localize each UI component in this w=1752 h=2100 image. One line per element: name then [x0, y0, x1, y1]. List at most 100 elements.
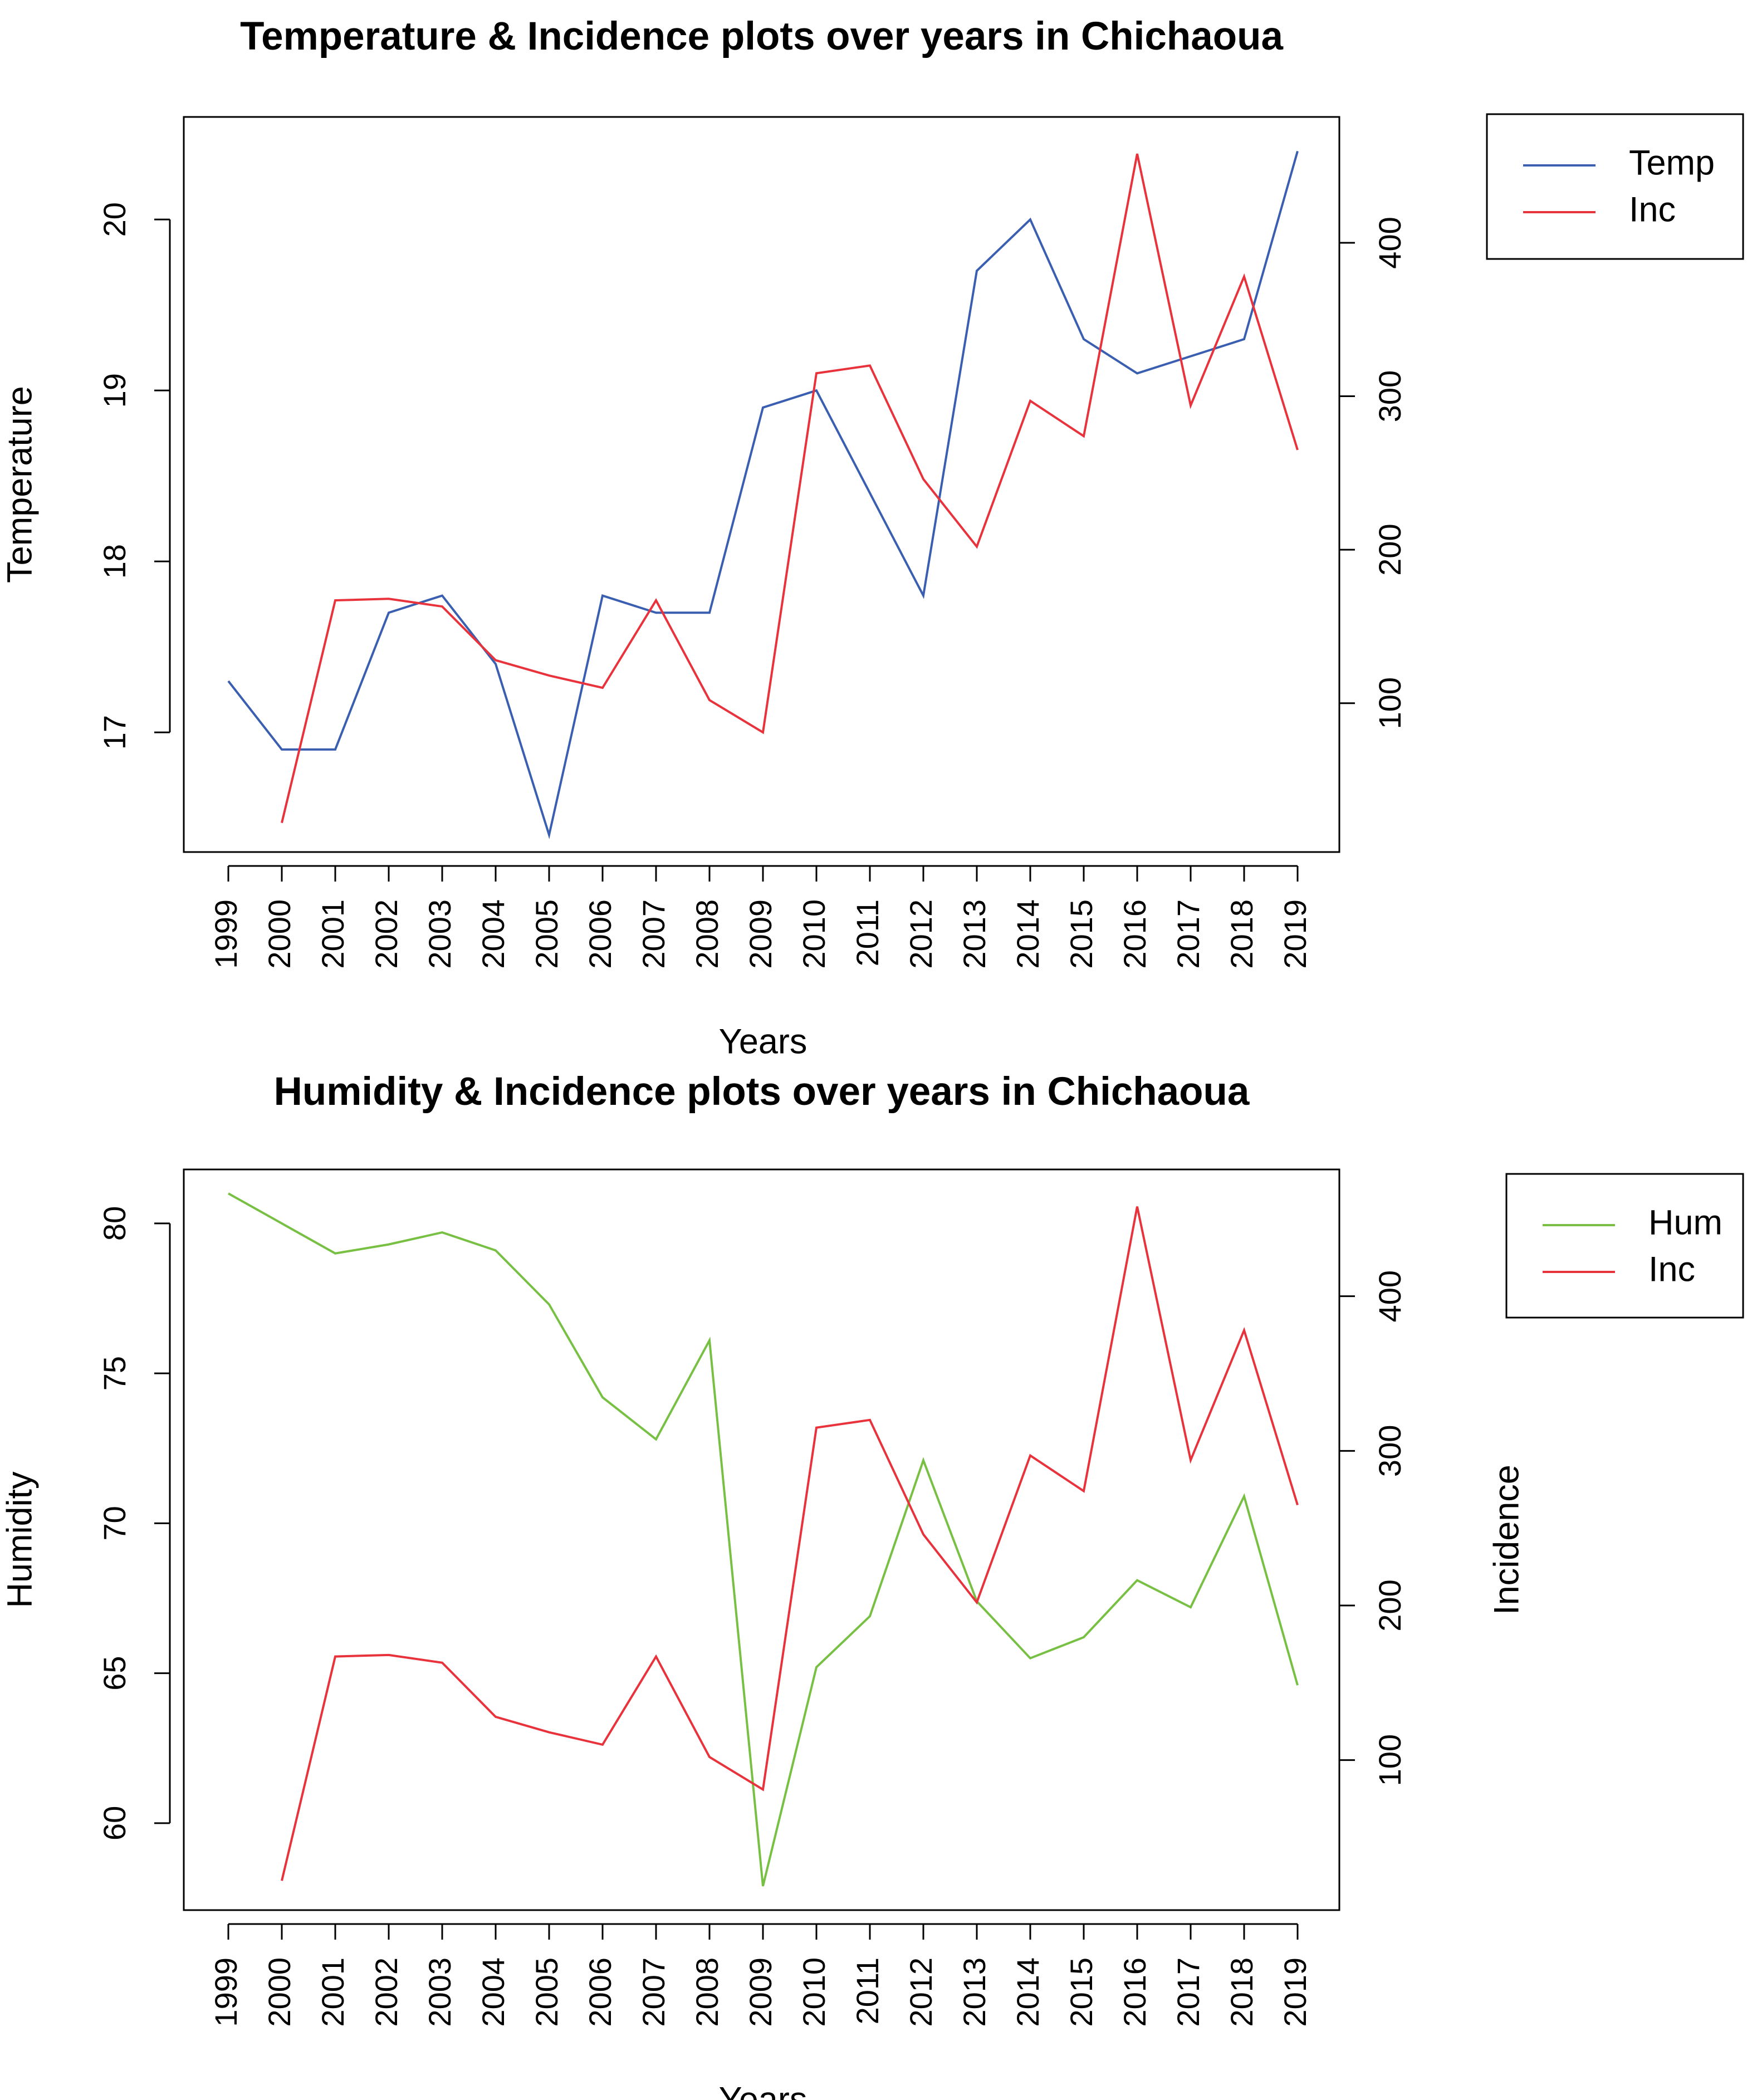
data-point-inc — [762, 732, 764, 733]
y2-axis-label: Incidence — [1487, 1465, 1526, 1615]
x-tick-label: 2012 — [903, 899, 938, 969]
x-tick-label: 2002 — [369, 899, 404, 969]
data-point-inc — [388, 1654, 389, 1656]
data-point-inc — [816, 373, 817, 374]
data-point-inc — [869, 365, 870, 366]
x-tick-label: 2017 — [1171, 899, 1206, 969]
data-point-temp — [709, 612, 710, 613]
data-point-temp — [1083, 339, 1084, 340]
data-point-inc — [281, 1880, 282, 1881]
data-point-temp — [816, 390, 817, 391]
y2-tick-label: 200 — [1372, 523, 1407, 575]
x-tick-label: 2015 — [1064, 899, 1099, 969]
data-point-hum — [388, 1244, 389, 1245]
data-point-inc — [655, 600, 657, 601]
x-axis-label: Years — [719, 2081, 808, 2100]
data-point-hum — [655, 1439, 657, 1440]
data-point-temp — [388, 612, 389, 613]
data-point-inc — [495, 1716, 496, 1717]
data-point-hum — [762, 1886, 764, 1887]
data-point-temp — [549, 834, 550, 835]
x-axis-label: Years — [719, 1022, 808, 1061]
x-tick-label: 2004 — [476, 1957, 511, 2027]
legend-label: Temp — [1629, 144, 1715, 183]
data-point-temp — [655, 612, 657, 613]
data-point-inc — [602, 1744, 603, 1745]
data-point-inc — [442, 1662, 443, 1663]
series-line-temp — [227, 150, 1299, 840]
data-point-inc — [335, 1656, 336, 1657]
data-point-hum — [495, 1250, 496, 1251]
y-tick-label: 75 — [97, 1356, 132, 1391]
y-tick-label: 80 — [97, 1206, 132, 1241]
data-point-inc — [1083, 435, 1084, 437]
data-point-inc — [976, 546, 977, 547]
data-point-inc — [1137, 153, 1138, 154]
data-point-inc — [1297, 1505, 1298, 1506]
x-tick-label: 2010 — [796, 899, 831, 969]
chart-2: Humidity & Incidence plots over years in… — [1, 1070, 1744, 2100]
y-tick-label: 60 — [97, 1806, 132, 1840]
x-tick-label: 2010 — [796, 1957, 831, 2027]
data-point-hum — [549, 1304, 550, 1305]
data-point-inc — [869, 1419, 870, 1421]
x-tick-label: 2004 — [476, 899, 511, 969]
data-point-inc — [335, 600, 336, 601]
data-point-temp — [1190, 356, 1191, 357]
data-point-inc — [281, 823, 282, 824]
x-tick-label: 2002 — [369, 1957, 404, 2027]
data-point-inc — [442, 606, 443, 607]
data-point-inc — [1190, 405, 1191, 406]
data-point-temp — [976, 270, 977, 271]
data-point-inc — [976, 1602, 977, 1603]
x-tick-label: 2006 — [583, 1957, 618, 2027]
x-tick-label: 2019 — [1278, 899, 1313, 969]
data-point-inc — [549, 1732, 550, 1733]
y-tick-label: 65 — [97, 1656, 132, 1690]
x-tick-label: 2014 — [1010, 1957, 1045, 2027]
y-axis-label: Temperature — [1, 386, 40, 583]
data-point-temp — [1137, 373, 1138, 374]
data-point-inc — [1030, 1455, 1031, 1456]
x-tick-label: 2009 — [743, 899, 778, 969]
plot-frame — [183, 1168, 1340, 1911]
legend-label: Hum — [1648, 1203, 1722, 1242]
legend-box — [1505, 1173, 1744, 1319]
data-point-hum — [1030, 1658, 1031, 1659]
y2-tick-label: 300 — [1372, 1425, 1407, 1477]
data-point-temp — [442, 595, 443, 596]
data-point-temp — [281, 749, 282, 750]
series-line-inc — [281, 153, 1299, 824]
data-point-temp — [1244, 339, 1245, 340]
x-tick-label: 2000 — [262, 899, 297, 969]
data-point-temp — [1297, 150, 1298, 151]
x-tick-label: 2003 — [422, 899, 457, 969]
data-point-hum — [709, 1340, 710, 1341]
series-line-hum — [228, 1192, 1299, 1887]
data-point-inc — [709, 1756, 710, 1758]
data-point-temp — [869, 492, 870, 493]
data-point-inc — [709, 699, 710, 701]
x-tick-label: 2001 — [315, 1957, 350, 2027]
data-point-hum — [442, 1232, 443, 1233]
x-tick-label: 2008 — [689, 1957, 725, 2027]
x-tick-label: 2012 — [903, 1957, 938, 2027]
data-point-hum — [1297, 1685, 1298, 1686]
x-tick-label: 2005 — [529, 899, 564, 969]
legend-label: Inc — [1629, 190, 1676, 229]
data-point-hum — [228, 1193, 229, 1194]
x-tick-label: 2011 — [850, 1957, 885, 2024]
y-tick-label: 17 — [97, 715, 132, 750]
data-point-inc — [1137, 1206, 1138, 1207]
data-point-temp — [228, 681, 229, 682]
x-tick-label: 2018 — [1224, 899, 1259, 969]
x-tick-label: 2018 — [1224, 1957, 1259, 2027]
y-tick-label: 18 — [97, 544, 132, 579]
data-point-inc — [1083, 1491, 1084, 1492]
data-point-inc — [602, 687, 603, 688]
x-tick-label: 2000 — [262, 1957, 297, 2027]
data-point-inc — [1190, 1460, 1191, 1461]
data-point-inc — [1030, 400, 1031, 402]
data-point-hum — [1137, 1580, 1138, 1581]
